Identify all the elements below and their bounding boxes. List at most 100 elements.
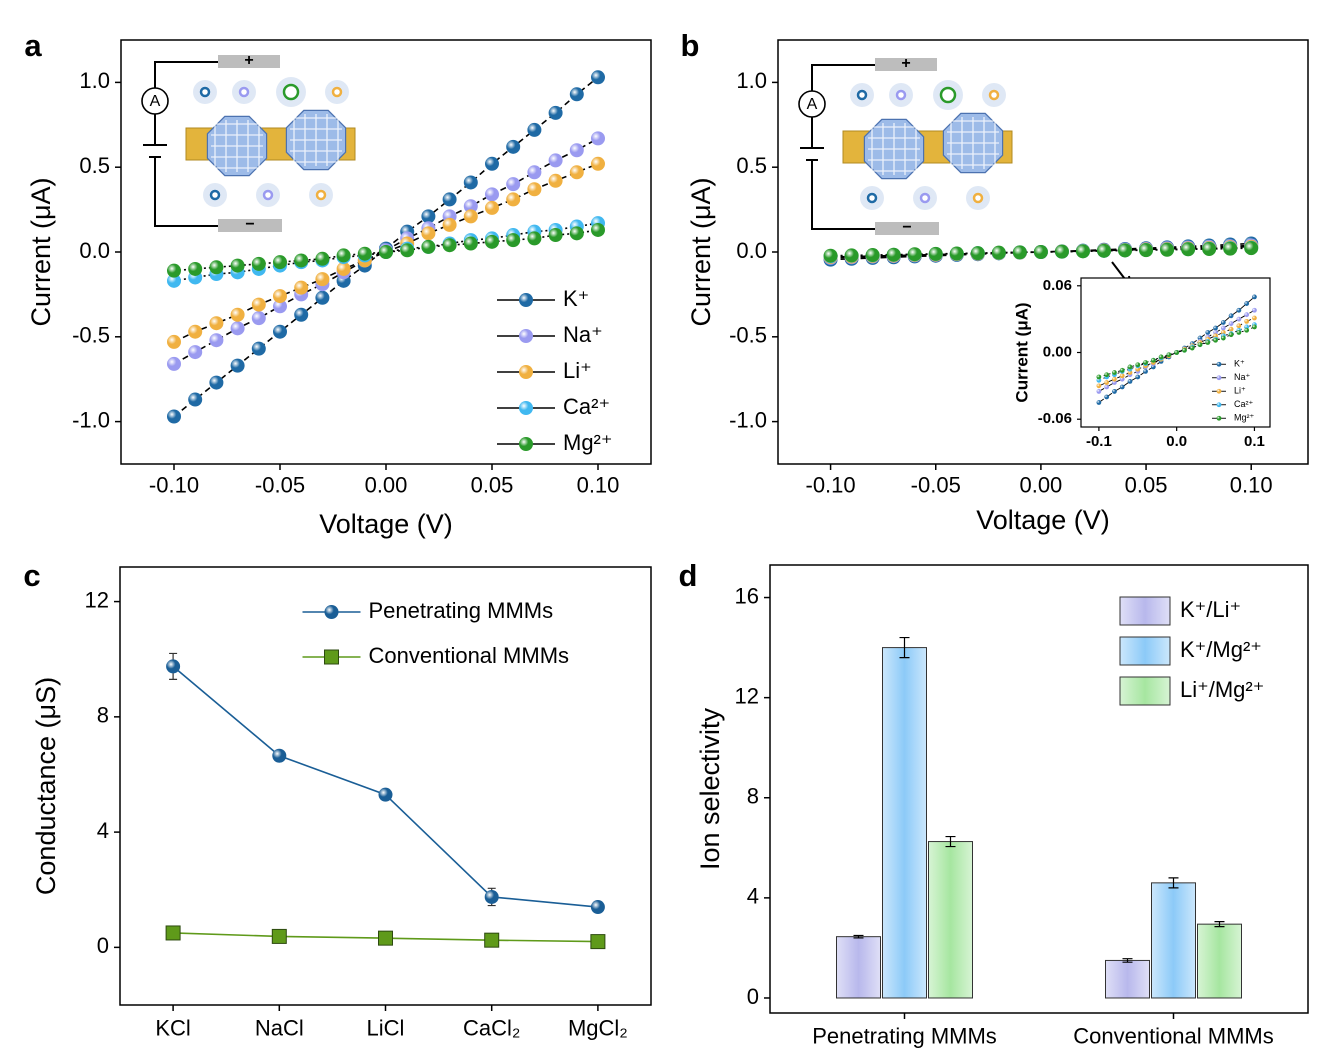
legend-marker bbox=[1216, 402, 1222, 408]
bar bbox=[836, 936, 881, 999]
marker bbox=[1139, 243, 1154, 258]
error-bar bbox=[899, 636, 910, 659]
marker bbox=[1150, 357, 1156, 363]
marker bbox=[1220, 335, 1226, 341]
marker bbox=[400, 243, 415, 258]
electrode-sign: − bbox=[902, 219, 911, 236]
y-tick-label: 4 bbox=[747, 884, 759, 909]
marker bbox=[506, 192, 521, 207]
marker bbox=[315, 272, 330, 287]
y-tick-label: 1.0 bbox=[79, 68, 110, 93]
y-tick-label: 0.00 bbox=[1043, 343, 1072, 360]
marker bbox=[548, 153, 563, 168]
marker bbox=[251, 256, 266, 271]
marker bbox=[1143, 360, 1148, 365]
mof-grid bbox=[947, 117, 999, 169]
marker bbox=[167, 273, 181, 288]
marker bbox=[1236, 316, 1242, 322]
y-tick-label: -0.5 bbox=[72, 323, 110, 348]
marker bbox=[273, 324, 287, 339]
marker bbox=[357, 246, 372, 261]
marker bbox=[1143, 369, 1148, 374]
marker bbox=[251, 311, 266, 326]
x-tick-label: LiCl bbox=[367, 1016, 405, 1041]
marker bbox=[1220, 320, 1226, 325]
marker bbox=[336, 248, 351, 263]
ion bbox=[895, 89, 907, 101]
legend-label: Li⁺ bbox=[1234, 386, 1246, 396]
marker bbox=[1118, 243, 1133, 258]
y-axis-label: Current (μA) bbox=[26, 177, 56, 326]
mof-grid bbox=[868, 123, 920, 175]
legend-label: Ca²⁺ bbox=[563, 394, 610, 419]
marker bbox=[294, 307, 309, 322]
marker bbox=[251, 297, 266, 312]
marker bbox=[209, 316, 224, 331]
marker bbox=[1112, 370, 1117, 375]
y-axis-label: Conductance (μS) bbox=[31, 677, 61, 895]
electrode-sign: + bbox=[901, 55, 910, 72]
circuit-wire bbox=[811, 64, 875, 230]
y-tick-label: 0.5 bbox=[79, 153, 110, 178]
marker bbox=[569, 226, 584, 241]
ion bbox=[282, 83, 300, 101]
marker bbox=[1096, 383, 1102, 389]
marker bbox=[527, 122, 542, 137]
marker bbox=[1112, 376, 1117, 382]
y-tick-label: 0.5 bbox=[736, 153, 767, 178]
y-axis-label: Current (μA) bbox=[1012, 302, 1031, 402]
legend-label: Li⁺/Mg²⁺ bbox=[1180, 677, 1264, 702]
y-tick-label: 1.0 bbox=[736, 68, 767, 93]
marker bbox=[271, 928, 287, 944]
marker bbox=[484, 889, 499, 904]
y-tick-label: 0 bbox=[97, 933, 109, 958]
ion bbox=[199, 86, 211, 98]
panel-label: c bbox=[23, 558, 40, 593]
marker bbox=[485, 234, 499, 249]
marker bbox=[379, 245, 393, 259]
marker bbox=[865, 248, 880, 263]
marker bbox=[167, 409, 181, 424]
series-line bbox=[173, 222, 599, 282]
marker bbox=[1189, 345, 1195, 351]
marker bbox=[548, 105, 563, 120]
marker bbox=[188, 392, 203, 407]
marker bbox=[230, 358, 245, 373]
marker bbox=[378, 787, 393, 802]
x-tick-label: Penetrating MMMs bbox=[812, 1024, 997, 1049]
x-tick-label: KCl bbox=[155, 1016, 190, 1041]
marker bbox=[1135, 366, 1141, 372]
marker bbox=[548, 228, 563, 243]
legend-marker bbox=[1216, 361, 1222, 367]
marker bbox=[188, 324, 203, 339]
marker bbox=[167, 263, 181, 278]
marker bbox=[1197, 342, 1203, 348]
marker bbox=[315, 290, 330, 305]
legend-marker bbox=[1216, 388, 1222, 394]
error-bar bbox=[1214, 921, 1225, 928]
marker bbox=[1228, 332, 1234, 338]
marker bbox=[1075, 244, 1090, 259]
marker bbox=[1127, 379, 1133, 384]
panel-label: a bbox=[24, 28, 42, 63]
marker bbox=[272, 748, 287, 763]
marker bbox=[569, 165, 584, 180]
error-bar bbox=[1122, 958, 1133, 963]
marker bbox=[1181, 242, 1196, 257]
x-tick-label: 0.10 bbox=[1230, 472, 1273, 497]
y-tick-label: 4 bbox=[97, 818, 109, 843]
electrode bbox=[875, 58, 937, 71]
bar bbox=[1197, 923, 1242, 999]
marker bbox=[188, 345, 203, 360]
ion bbox=[988, 89, 1000, 101]
marker bbox=[1223, 241, 1238, 256]
marker bbox=[1252, 315, 1257, 321]
y-tick-label: 16 bbox=[735, 583, 759, 608]
marker bbox=[442, 238, 457, 253]
marker bbox=[1096, 400, 1102, 405]
marker bbox=[1202, 241, 1217, 256]
ion bbox=[939, 86, 957, 104]
bar bbox=[882, 647, 927, 999]
marker bbox=[527, 165, 542, 180]
legend-label: Li⁺ bbox=[563, 358, 592, 383]
